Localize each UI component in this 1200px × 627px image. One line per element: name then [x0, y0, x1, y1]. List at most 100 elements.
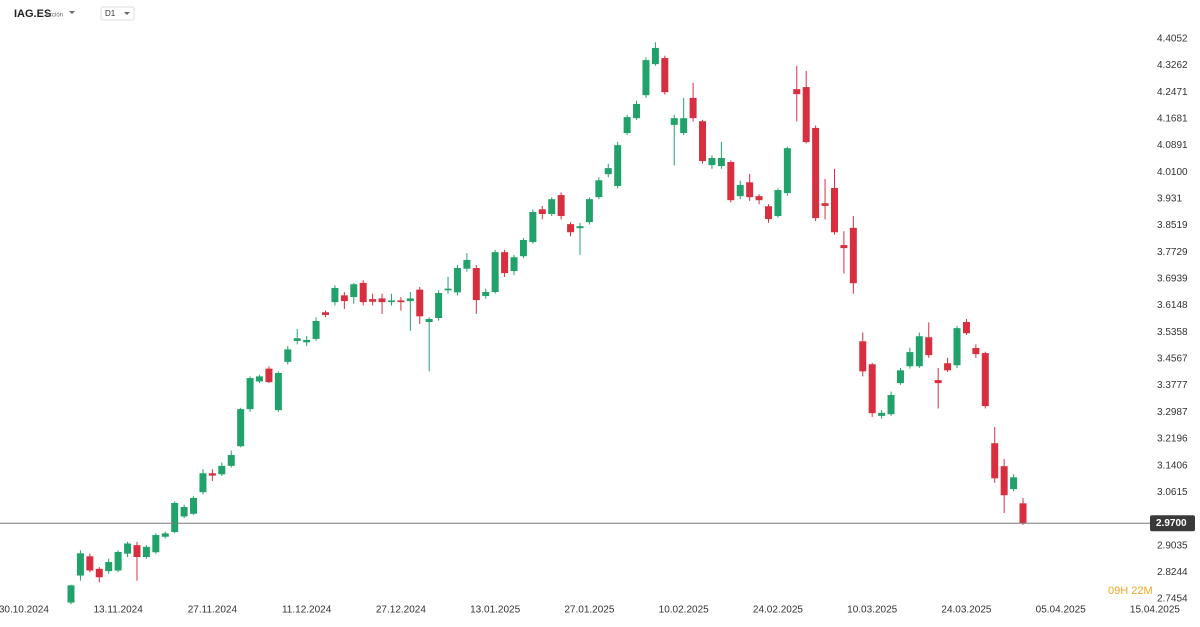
candle-body	[849, 227, 857, 284]
x-tick-label: 15.04.2025	[1130, 605, 1180, 616]
candle-body	[265, 368, 273, 383]
timeframe-box[interactable]	[100, 6, 135, 21]
candle-body	[482, 291, 490, 297]
candle-body	[746, 182, 754, 198]
candle-body	[293, 338, 301, 341]
candle-body	[548, 199, 556, 215]
candle-body	[218, 465, 226, 475]
candle-body	[830, 188, 838, 233]
candle-body	[510, 257, 518, 272]
candle-body	[680, 118, 688, 134]
candle-body	[661, 58, 669, 93]
candle-body	[878, 412, 886, 416]
y-tick-label: 3.5358	[1157, 327, 1188, 338]
candle-body	[95, 568, 103, 578]
candle-body	[331, 287, 339, 303]
price-label: 2.9700	[1156, 518, 1187, 529]
x-tick-label: 24.02.2025	[753, 605, 803, 616]
candle-body	[274, 373, 282, 411]
y-tick-label: 4.4052	[1157, 33, 1188, 44]
candle-body	[529, 211, 537, 243]
y-tick-label: 2.8244	[1157, 567, 1188, 578]
candle-body	[303, 339, 311, 343]
candle-body	[972, 348, 980, 355]
candle-body	[256, 376, 264, 382]
countdown: 09H 22M	[1108, 585, 1153, 597]
symbol-dropdown[interactable]	[69, 11, 75, 14]
instrument-type: Acción	[45, 13, 63, 19]
candle-body	[727, 162, 735, 201]
candle-body	[246, 378, 254, 410]
candle-body	[359, 282, 367, 303]
candle-body	[453, 268, 461, 293]
candle-body	[190, 497, 198, 514]
candle-body	[1019, 503, 1027, 524]
candle-body	[284, 349, 292, 362]
x-tick-label: 24.03.2025	[941, 605, 991, 616]
candle-body	[717, 157, 725, 167]
y-tick-label: 4.0891	[1157, 140, 1188, 151]
x-tick-label: 27.01.2025	[564, 605, 614, 616]
candle-body	[868, 364, 876, 414]
candle-body	[670, 118, 678, 125]
y-tick-label: 3.1406	[1157, 460, 1188, 471]
candle-body	[736, 184, 744, 197]
candle-body	[312, 321, 320, 339]
price-label-box	[1150, 515, 1195, 532]
candle-body	[840, 245, 848, 249]
candle-body	[152, 535, 160, 553]
candle-body	[463, 259, 471, 269]
x-tick-label: 13.01.2025	[470, 605, 520, 616]
candle-body	[699, 121, 707, 162]
y-tick-label: 4.1681	[1157, 113, 1188, 124]
candle-body	[896, 370, 904, 384]
candle-body	[585, 199, 593, 223]
candle-body	[991, 443, 999, 479]
y-tick-label: 3.4567	[1157, 354, 1188, 365]
candle-body	[567, 224, 575, 233]
candle-body	[765, 206, 773, 220]
candle-body	[576, 226, 584, 229]
candle-body	[623, 117, 631, 134]
candle-body	[378, 298, 386, 303]
y-tick-label: 3.0615	[1157, 487, 1188, 498]
candle-body	[444, 288, 452, 291]
candle-body	[321, 312, 329, 315]
candle-body	[105, 562, 113, 572]
timeframe-dropdown[interactable]	[124, 12, 130, 15]
candle-body	[124, 543, 132, 554]
y-tick-label: 3.3777	[1157, 380, 1188, 391]
candle-body	[350, 284, 358, 298]
candle-body	[208, 473, 216, 476]
y-tick-label: 3.2196	[1157, 434, 1188, 445]
x-tick-label: 11.12.2024	[282, 605, 332, 616]
candle-body	[595, 180, 603, 198]
x-tick-label: 13.11.2024	[93, 605, 143, 616]
timeframe[interactable]: D1	[105, 9, 116, 18]
candle-body	[406, 298, 414, 302]
candle-body	[67, 585, 75, 603]
candle-body	[114, 551, 122, 571]
candle-body	[633, 103, 641, 119]
candle-body	[435, 293, 443, 318]
symbol[interactable]: IAG.ES	[14, 8, 51, 20]
candle-body	[161, 533, 169, 537]
candle-body	[887, 394, 895, 415]
x-tick-label: 10.02.2025	[659, 605, 709, 616]
candle-body	[953, 328, 961, 366]
candle-body	[397, 300, 405, 303]
candle-body	[812, 127, 820, 219]
y-tick-label: 3.7729	[1157, 247, 1188, 258]
candle-body	[199, 473, 207, 493]
candle-body	[821, 203, 829, 206]
candle-body	[962, 322, 970, 334]
candle-body	[227, 455, 235, 466]
y-tick-label: 3.931	[1157, 193, 1182, 204]
candle-body	[925, 337, 933, 356]
x-tick-label: 27.11.2024	[188, 605, 238, 616]
candle-body	[416, 289, 424, 317]
y-tick-label: 4.0100	[1157, 167, 1188, 178]
y-tick-label: 3.8519	[1157, 220, 1188, 231]
candle-body	[915, 336, 923, 367]
candle-body	[519, 240, 527, 257]
